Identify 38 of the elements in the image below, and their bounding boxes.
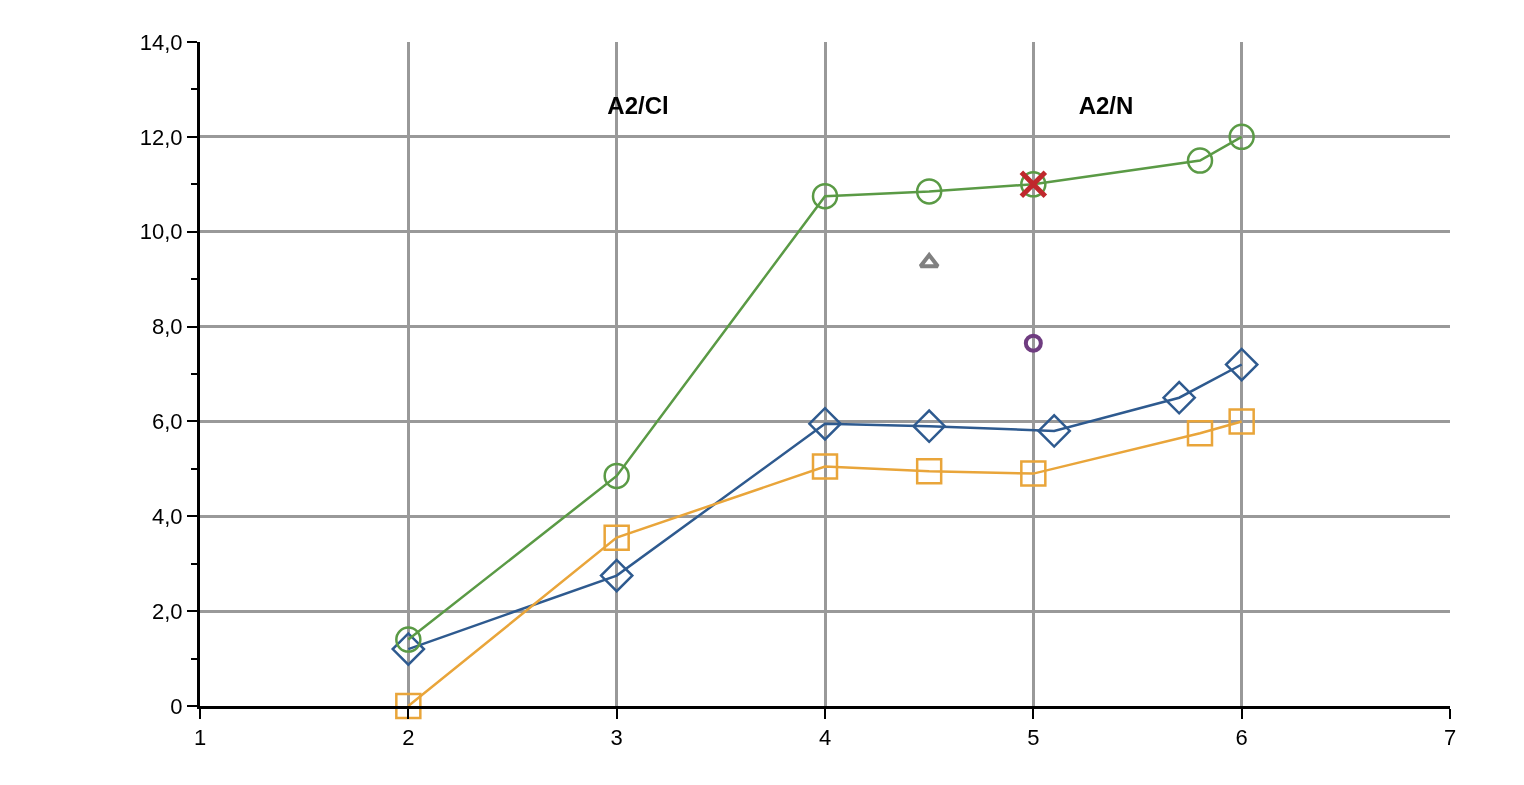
- x-tick-label: 7: [1443, 725, 1457, 751]
- point: [811, 182, 839, 210]
- y-tick-label: 2,0: [152, 598, 183, 624]
- annotation: A2/Cl: [607, 92, 669, 119]
- y-tick-label: 12,0: [139, 124, 183, 150]
- point: [1228, 408, 1255, 435]
- x-tick-label: 5: [1027, 725, 1040, 751]
- point: [912, 409, 947, 444]
- annotation: A2/N: [1078, 92, 1134, 119]
- x-tick-label: 1: [193, 725, 207, 751]
- y-tick-label: 4,0: [152, 503, 183, 529]
- x-tick-label: 6: [1235, 725, 1248, 751]
- point: [599, 558, 634, 593]
- point: [603, 462, 630, 490]
- point: [1037, 414, 1072, 448]
- point: [1020, 460, 1047, 487]
- point: [811, 453, 839, 480]
- point: [395, 692, 422, 720]
- y-tick-label: 6,0: [152, 409, 183, 435]
- point: [1023, 333, 1043, 353]
- point: [1186, 147, 1214, 174]
- y-tick-label: 0: [170, 693, 183, 719]
- point: [1228, 123, 1255, 151]
- y-tick-label: 8,0: [152, 314, 183, 340]
- point: [918, 253, 940, 269]
- x-tick-label: 4: [818, 725, 832, 751]
- y-tick-label: 10,0: [139, 219, 183, 245]
- point: [1162, 380, 1197, 415]
- point: [391, 632, 426, 666]
- point: [1224, 347, 1259, 382]
- y-tick-label: 14,0: [139, 29, 183, 55]
- x-tick-label: 2: [402, 725, 415, 751]
- x-tick-label: 3: [610, 725, 623, 751]
- point: [808, 406, 842, 441]
- point: [603, 524, 630, 551]
- point: [1186, 420, 1214, 447]
- point: [915, 457, 943, 485]
- point: [915, 178, 943, 205]
